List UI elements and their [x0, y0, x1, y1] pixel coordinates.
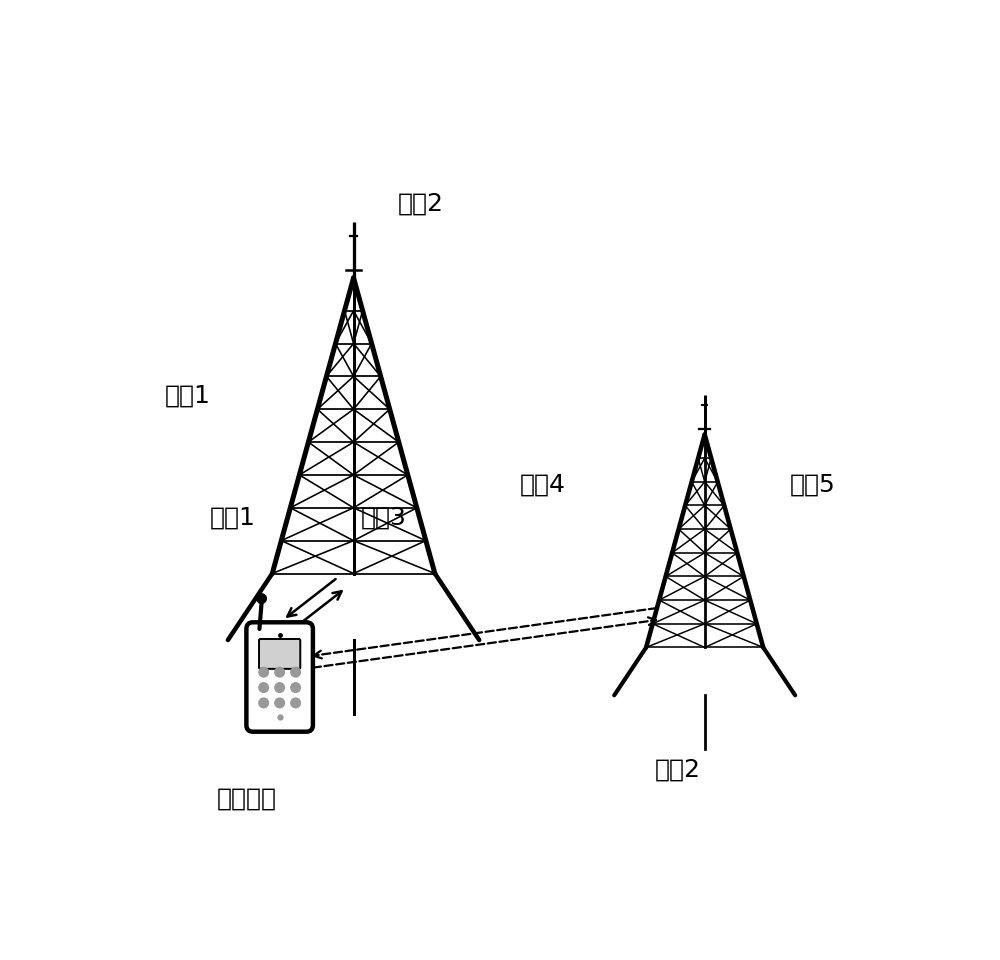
Circle shape: [259, 698, 268, 708]
Circle shape: [275, 667, 284, 677]
Text: 小区3: 小区3: [361, 506, 407, 530]
Text: 小区1: 小区1: [165, 384, 211, 408]
Text: 小区5: 小区5: [790, 473, 835, 497]
Circle shape: [275, 683, 284, 692]
Text: 基站2: 基站2: [655, 757, 701, 781]
FancyBboxPatch shape: [259, 639, 300, 669]
Circle shape: [257, 594, 266, 603]
Circle shape: [259, 667, 268, 677]
Circle shape: [275, 698, 284, 708]
FancyBboxPatch shape: [246, 622, 313, 732]
Text: 小区2: 小区2: [398, 192, 444, 216]
Circle shape: [291, 667, 300, 677]
Text: 基站1: 基站1: [209, 506, 255, 530]
Circle shape: [259, 683, 268, 692]
Circle shape: [291, 683, 300, 692]
Text: 小区4: 小区4: [520, 473, 566, 497]
Text: 终端设备: 终端设备: [217, 787, 277, 811]
Circle shape: [291, 698, 300, 708]
